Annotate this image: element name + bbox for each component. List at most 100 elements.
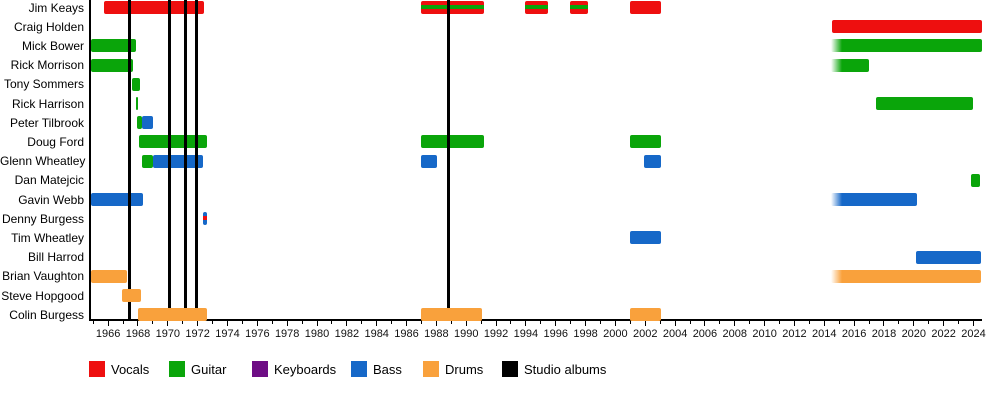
timeline-bar (831, 269, 981, 283)
legend-label-keyboards: Keyboards (274, 362, 337, 377)
major-tick (435, 321, 437, 326)
timeline-bar (121, 289, 142, 302)
major-tick (167, 321, 169, 326)
major-tick (197, 321, 199, 326)
member-name-label: Dan Matejcic (14, 173, 84, 188)
studio-album-line (447, 0, 451, 319)
timeline-bar (644, 154, 661, 168)
guitar-color-swatch (169, 361, 185, 377)
timeline-bar (142, 154, 153, 168)
major-tick (823, 321, 825, 326)
member-name-label: Rick Morrison (10, 58, 84, 73)
timeline-bar (136, 116, 143, 130)
timeline-bar (91, 269, 127, 283)
timeline-bar (971, 173, 981, 187)
studio-album-line (127, 0, 131, 319)
axis-tick-label: 1996 (543, 328, 568, 340)
timeline-bar (629, 135, 661, 149)
timeline-bar (915, 250, 981, 264)
minor-tick (271, 321, 273, 324)
x-axis: 1966 1968 1970 1972 1974 1976 1978 1980 1982 1984… (91, 321, 986, 351)
minor-tick (450, 321, 452, 324)
member-name-label: Doug Ford (27, 134, 84, 149)
legend-label-guitar: Guitar (191, 362, 227, 377)
minor-tick (629, 321, 631, 324)
legend-label-drums: Drums (445, 362, 484, 377)
axis-tick-label: 2000 (603, 328, 628, 340)
minor-tick (301, 321, 303, 324)
member-name-label: Bill Harrod (27, 250, 84, 265)
timeline-bar (135, 97, 139, 110)
timeline-bar (831, 20, 982, 34)
timeline-bar (137, 308, 208, 322)
major-tick (704, 321, 706, 326)
member-name-label: Brian Vaughton (2, 269, 84, 284)
axis-tick-label: 1982 (334, 328, 360, 340)
legend-label-bass: Bass (373, 362, 402, 377)
timeline-bar (131, 77, 140, 91)
major-tick (316, 321, 318, 326)
timeline-bar (831, 39, 982, 53)
axis-tick-label: 2024 (961, 328, 986, 340)
axis-tick-label: 1986 (394, 328, 419, 340)
vocals-stripe (203, 216, 208, 221)
minor-tick (510, 321, 512, 324)
timeline-bar (831, 193, 917, 206)
member-name-label: Craig Holden (13, 19, 84, 34)
timeline-bar (91, 39, 137, 53)
timeline-bar (104, 1, 204, 14)
keyboards-color-swatch (252, 361, 268, 377)
minor-tick (391, 321, 393, 324)
minor-tick (838, 321, 840, 324)
axis-tick-label: 2004 (662, 328, 688, 340)
major-tick (614, 321, 616, 326)
major-tick (913, 321, 915, 326)
drums-color-swatch (423, 361, 439, 377)
minor-tick (122, 321, 124, 324)
minor-tick (868, 321, 870, 324)
axis-tick-label: 2018 (871, 328, 897, 340)
timeline-bar (525, 1, 549, 14)
minor-tick (928, 321, 930, 324)
member-name-label: Glenn Wheatley (0, 154, 86, 169)
member-name-label: Denny Burgess (1, 211, 84, 226)
timeline-bar (152, 154, 203, 168)
studio-album-line (195, 0, 199, 319)
minor-tick (570, 321, 572, 324)
minor-tick (898, 321, 900, 324)
member-name-label: Peter Tilbrook (9, 115, 84, 130)
minor-tick (420, 321, 422, 324)
axis-tick-label: 1974 (215, 328, 240, 340)
timeline-bar (569, 1, 588, 14)
axis-tick-label: 1994 (513, 328, 539, 340)
major-tick (972, 321, 974, 326)
axis-tick-label: 2022 (931, 328, 956, 340)
axis-tick-label: 1980 (304, 328, 330, 340)
axis-tick-label: 1998 (573, 328, 598, 340)
axis-tick-label: 2010 (752, 328, 777, 340)
major-tick (525, 321, 527, 326)
major-tick (674, 321, 676, 326)
major-tick (853, 321, 855, 326)
member-name-label: Rick Harrison (11, 96, 84, 111)
legend: Vocals Guitar Keyboards Bass Drums Studio alb… (0, 361, 1000, 391)
timeline-bar (831, 58, 870, 72)
axis-tick-label: 1988 (424, 328, 449, 340)
member-names-column: Jim Keays Craig Holden Mick Bower Rick Morr… (0, 0, 86, 322)
major-tick (793, 321, 795, 326)
axis-tick-label: 2012 (782, 328, 807, 340)
major-tick (376, 321, 378, 326)
axis-tick-label: 2014 (812, 328, 837, 340)
major-tick (107, 321, 109, 326)
timeline-bar (421, 1, 484, 14)
axis-tick-label: 2002 (633, 328, 658, 340)
timeline-bar (629, 1, 662, 14)
major-tick (137, 321, 139, 326)
studio-album-line (168, 0, 172, 319)
axis-tick-label: 1972 (185, 328, 210, 340)
major-tick (943, 321, 945, 326)
minor-tick (689, 321, 691, 324)
timeline-bar (91, 193, 144, 206)
minor-tick (92, 321, 94, 324)
